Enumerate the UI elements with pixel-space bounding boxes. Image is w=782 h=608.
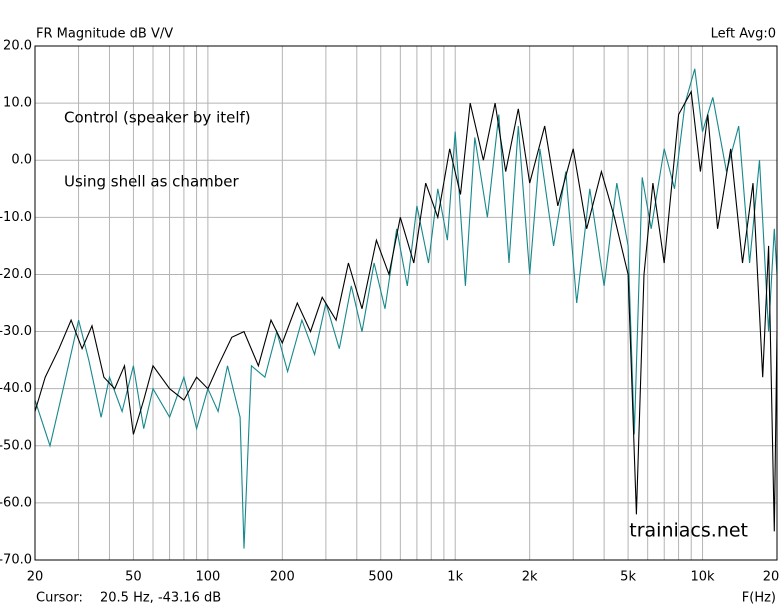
chart-title: FR Magnitude dB V/V [36,27,173,42]
y-tick-label: -30.0 [0,324,32,339]
y-tick-label: -40.0 [0,381,32,396]
x-tick-label: 20 [763,570,780,585]
watermark: trainiacs.net [629,520,748,542]
x-tick-label: 50 [125,570,142,585]
cursor-value: 20.5 Hz, -43.16 dB [100,591,221,606]
x-tick-label: 1k [447,570,463,585]
x-tick-label: 10k [691,570,716,585]
x-tick-label: 500 [368,570,393,585]
x-tick-label: 20 [27,570,44,585]
plot-background [35,46,777,560]
y-tick-label: -20.0 [0,267,32,282]
x-tick-label: 2k [522,570,538,585]
y-tick-label: -60.0 [0,495,32,510]
y-tick-label: 10.0 [3,96,32,111]
channel-info: Left Avg:0 [711,27,776,42]
series-line [34,68,778,549]
cursor-label: Cursor: [36,591,83,606]
x-tick-label: 5k [620,570,636,585]
y-tick-label: -10.0 [0,210,32,225]
y-tick-label: 0.0 [11,153,32,168]
y-tick-label: 20.0 [3,39,32,54]
x-tick-label: 100 [195,570,220,585]
y-tick-label: -50.0 [0,438,32,453]
x-tick-label: 200 [270,570,295,585]
series-line [34,89,778,532]
plot-frame [34,45,778,561]
x-axis-label: F(Hz) [742,591,776,606]
legend-entry: Control (speaker by itelf) [64,109,251,127]
legend-entry: Using shell as chamber [64,173,239,191]
y-tick-label: -70.0 [0,553,32,568]
